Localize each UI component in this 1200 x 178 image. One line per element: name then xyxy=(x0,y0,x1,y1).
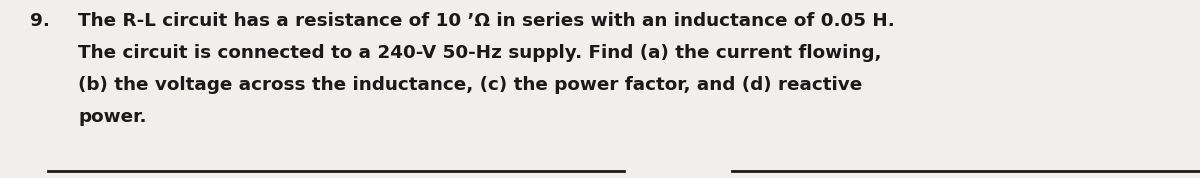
Text: (b) the voltage across the inductance, (c) the power factor, and (d) reactive: (b) the voltage across the inductance, (… xyxy=(78,76,863,94)
Text: The circuit is connected to a 240-V 50-Hz supply. Find (a) the current flowing,: The circuit is connected to a 240-V 50-H… xyxy=(78,44,882,62)
Text: 9.: 9. xyxy=(30,12,50,30)
Text: The R-L circuit has a resistance of 10 ’Ω in series with an inductance of 0.05 H: The R-L circuit has a resistance of 10 ’… xyxy=(78,12,895,30)
Text: power.: power. xyxy=(78,108,146,126)
